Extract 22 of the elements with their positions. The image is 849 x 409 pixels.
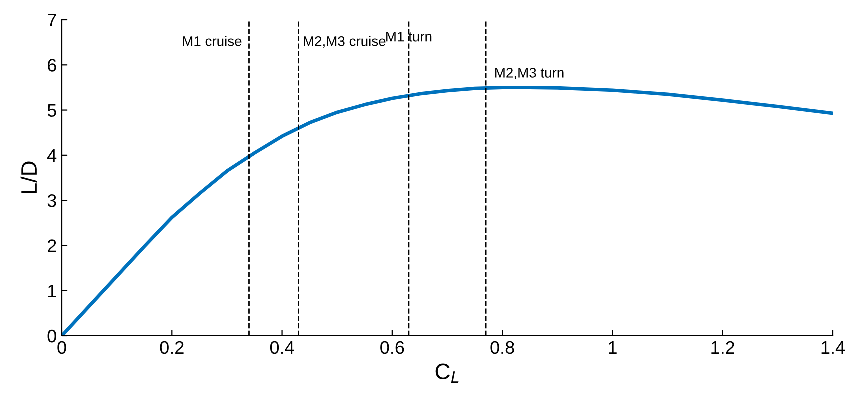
x-tick-label: 0.8 xyxy=(490,341,514,354)
x-tick-label: 1 xyxy=(609,342,617,354)
y-axis-title: L/D xyxy=(20,162,38,194)
y-tick-label: 4 xyxy=(48,150,57,162)
x-tick-label: 1.4 xyxy=(822,342,846,354)
x-tick-label: 0.6 xyxy=(380,341,404,354)
x-tick-label: 0.2 xyxy=(160,341,184,354)
y-tick-label: 7 xyxy=(48,14,56,27)
y-tick-label: 1 xyxy=(48,284,56,298)
ref-line-label: M1 cruise xyxy=(183,36,242,46)
ref-line-label: M1 turn xyxy=(386,32,432,42)
y-tick-label: 0 xyxy=(48,330,56,343)
y-tick-label: 6 xyxy=(48,59,56,72)
x-tick-label: 0 xyxy=(58,341,66,354)
y-tick-label: 2 xyxy=(48,240,56,252)
x-axis-title: C$_{L}$ xyxy=(436,364,459,383)
y-tick-label: 5 xyxy=(48,104,56,118)
ref-line-label: M2,M3 cruise xyxy=(304,36,386,48)
y-tick-label: 3 xyxy=(48,194,56,208)
x-tick-label: 0.4 xyxy=(270,341,294,354)
x-tick-label: 1.2 xyxy=(712,341,734,354)
ref-line-label: M2,M3 turn xyxy=(496,68,564,80)
